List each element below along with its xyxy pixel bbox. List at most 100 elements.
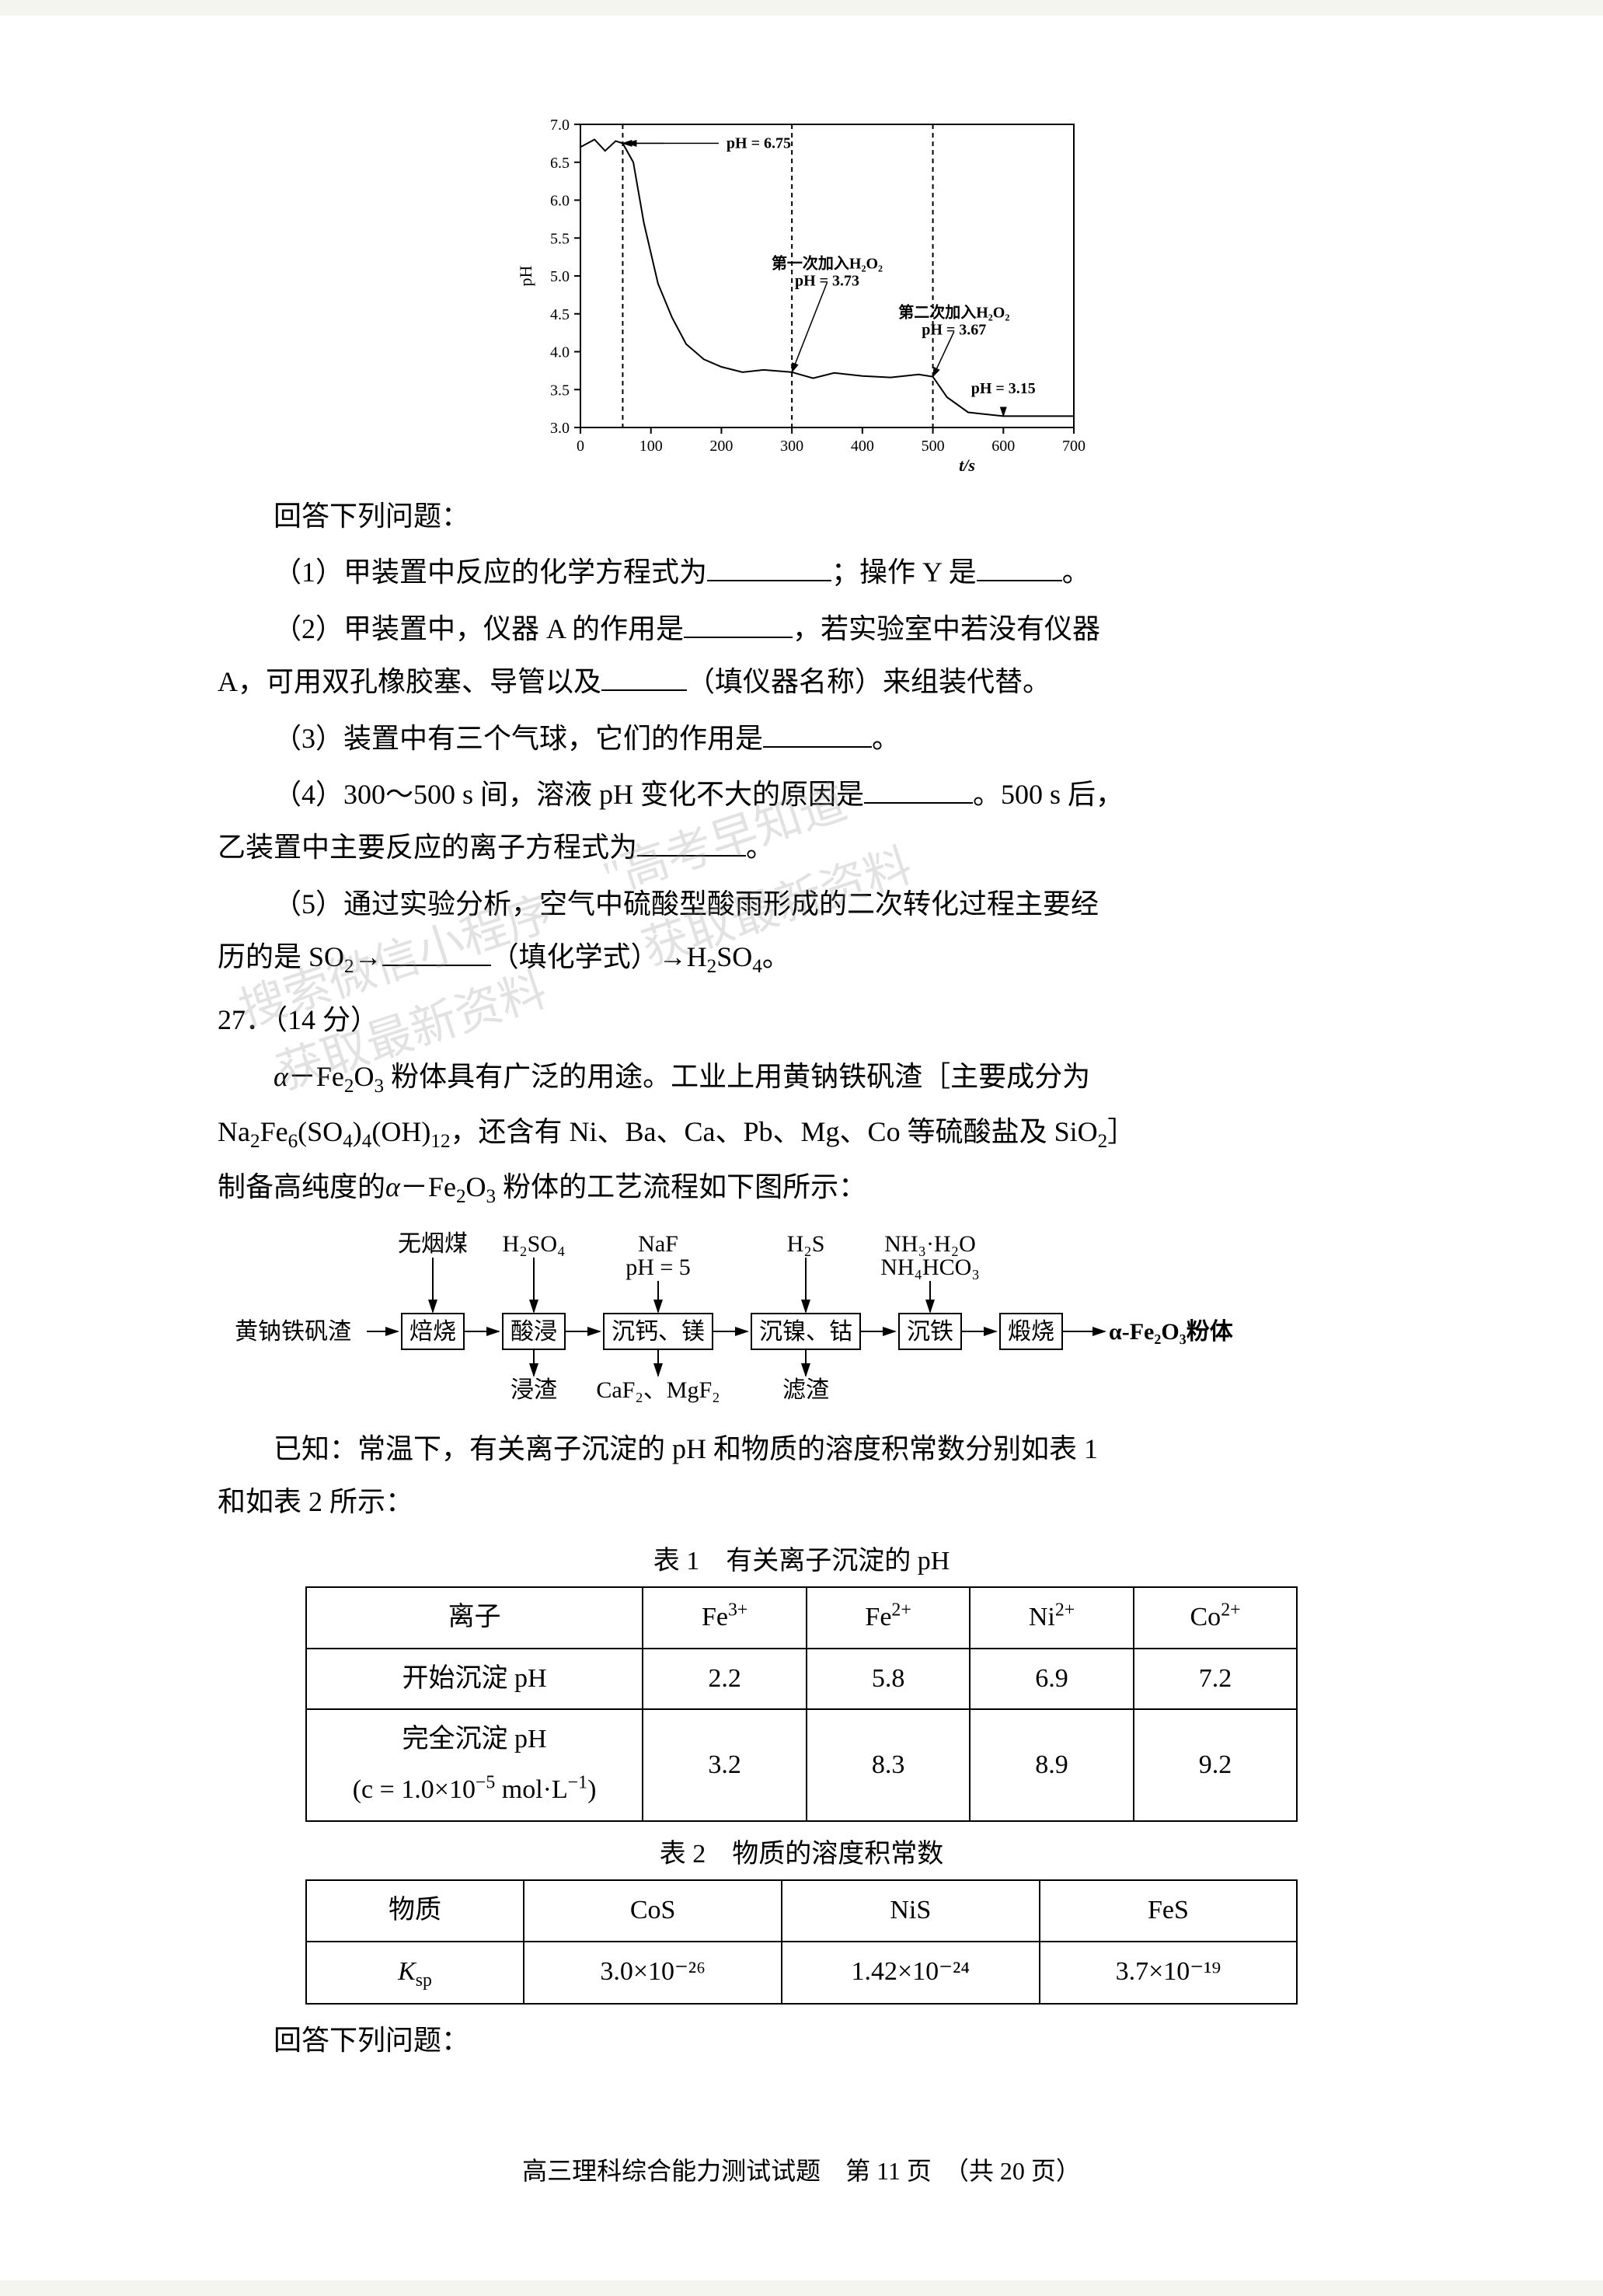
table-cell: 1.42×10⁻²⁴ — [782, 1942, 1040, 2004]
svg-text:7.0: 7.0 — [550, 117, 570, 134]
svg-text:沉镍、钴: 沉镍、钴 — [759, 1319, 852, 1345]
svg-text:3.0: 3.0 — [550, 420, 570, 437]
question-5-line2: 历的是 SO2→（填化学式）→H2SO4。 — [218, 930, 1385, 986]
table1-caption: 表 1 有关离子沉淀的 pH — [218, 1537, 1385, 1587]
svg-text:NH₄HCO₃: NH₄HCO₃ — [880, 1254, 980, 1280]
svg-text:pH = 3.15: pH = 3.15 — [971, 380, 1035, 397]
q27-para1-l1: α－Fe2O3 粉体具有广泛的用途。工业上用黄钠铁矾渣［主要成分为 — [218, 1050, 1385, 1105]
svg-text:600: 600 — [991, 438, 1015, 455]
svg-text:pH = 3.67: pH = 3.67 — [922, 322, 986, 339]
blank — [601, 663, 687, 691]
table-header: CoS — [524, 1880, 782, 1942]
table-cell: 3.0×10⁻²⁶ — [524, 1942, 782, 2004]
question-5-line1: （5）通过实验分析，空气中硫酸型酸雨形成的二次转化过程主要经 — [218, 878, 1385, 930]
table-row: Ksp3.0×10⁻²⁶1.42×10⁻²⁴3.7×10⁻¹⁹ — [306, 1942, 1298, 2004]
table-row: 完全沉淀 pH(c = 1.0×10−5 mol·L−1)3.28.38.99.… — [306, 1709, 1298, 1820]
blank — [707, 553, 831, 581]
svg-text:酸浸: 酸浸 — [511, 1319, 557, 1345]
svg-text:6.0: 6.0 — [550, 193, 570, 210]
blank — [864, 776, 973, 804]
table-header: NiS — [782, 1880, 1040, 1942]
svg-text:焙烧: 焙烧 — [409, 1319, 456, 1345]
q27-known-l1: 已知：常温下，有关离子沉淀的 pH 和物质的溶度积常数分别如表 1 — [218, 1422, 1385, 1475]
table2-wrap: 物质CoSNiSFeSKsp3.0×10⁻²⁶1.42×10⁻²⁴3.7×10⁻… — [305, 1879, 1298, 2005]
table-cell: Ksp — [306, 1942, 524, 2004]
table-header: Fe3+ — [643, 1587, 806, 1649]
svg-text:5.5: 5.5 — [550, 230, 570, 247]
exam-page: "高考早知道" 获取最新资料 搜索微信小程序 获取最新资料 3.03.54.04… — [0, 16, 1603, 2280]
svg-text:沉钙、镁: 沉钙、镁 — [612, 1319, 705, 1345]
page-footer: 高三理科综合能力测试试题 第 11 页 （共 20 页） — [0, 2148, 1603, 2195]
table-cell: 开始沉淀 pH — [306, 1649, 643, 1710]
svg-text:700: 700 — [1062, 438, 1086, 455]
ksp-table: 物质CoSNiSFeSKsp3.0×10⁻²⁶1.42×10⁻²⁴3.7×10⁻… — [305, 1879, 1298, 2005]
svg-text:3.5: 3.5 — [550, 382, 570, 399]
blank — [977, 553, 1062, 581]
question-4-line1: （4）300～500 s 间，溶液 pH 变化不大的原因是。500 s 后， — [218, 768, 1385, 821]
questions-intro: 回答下列问题： — [218, 490, 1385, 543]
process-flowchart: 黄钠铁矾渣焙烧无烟煤酸浸H₂SO₄浸渣沉钙、镁NaFpH = 5CaF₂、MgF… — [219, 1228, 1385, 1415]
flowchart-container: 黄钠铁矾渣焙烧无烟煤酸浸H₂SO₄浸渣沉钙、镁NaFpH = 5CaF₂、MgF… — [218, 1228, 1385, 1415]
table-cell: 完全沉淀 pH(c = 1.0×10−5 mol·L−1) — [306, 1709, 643, 1820]
question-4-line2: 乙装置中主要反应的离子方程式为。 — [218, 821, 1385, 874]
table-header: Fe2+ — [807, 1587, 970, 1649]
blank — [684, 610, 793, 638]
question-1: （1）甲装置中反应的化学方程式为；操作 Y 是。 — [218, 546, 1385, 598]
svg-text:5.0: 5.0 — [550, 268, 570, 285]
svg-text:沉铁: 沉铁 — [907, 1319, 953, 1345]
svg-text:4.0: 4.0 — [550, 344, 570, 361]
svg-text:pH: pH — [516, 265, 535, 286]
ph-time-chart: 3.0 3.5 4.0 4.5 5.0 5.5 6.0 6.5 7.0 0 100 200 300 400… — [507, 109, 1097, 482]
table-cell: 8.3 — [807, 1709, 970, 1820]
svg-text:H₂SO₄: H₂SO₄ — [502, 1231, 565, 1257]
q27-known-l2: 和如表 2 所示： — [218, 1475, 1385, 1528]
q27-answer-intro: 回答下列问题： — [218, 2014, 1385, 2067]
svg-text:H₂S: H₂S — [786, 1231, 824, 1257]
table-cell: 9.2 — [1134, 1709, 1298, 1820]
table-header: FeS — [1040, 1880, 1298, 1942]
svg-text:4.5: 4.5 — [550, 306, 570, 323]
table-cell: 3.7×10⁻¹⁹ — [1040, 1942, 1298, 2004]
table-cell: 2.2 — [643, 1649, 806, 1710]
question-27-title: 27．（14 分） — [218, 993, 1385, 1046]
q27-para1-l3: 制备高纯度的α－Fe2O3 粉体的工艺流程如下图所示： — [218, 1160, 1385, 1216]
svg-text:NH₃·H₂O: NH₃·H₂O — [884, 1231, 976, 1257]
table1-wrap: 离子Fe3+Fe2+Ni2+Co2+开始沉淀 pH2.25.86.97.2完全沉… — [305, 1586, 1298, 1821]
ion-ph-table: 离子Fe3+Fe2+Ni2+Co2+开始沉淀 pH2.25.86.97.2完全沉… — [305, 1586, 1298, 1821]
svg-text:300: 300 — [780, 438, 803, 455]
svg-text:煅烧: 煅烧 — [1008, 1319, 1054, 1345]
q27-para1-l2: Na2Fe6(SO4)4(OH)12，还含有 Ni、Ba、Ca、Pb、Mg、Co… — [218, 1105, 1385, 1160]
table-cell: 6.9 — [970, 1649, 1133, 1710]
svg-text:α-Fe₂O₃粉体: α-Fe₂O₃粉体 — [1109, 1319, 1234, 1345]
svg-text:0: 0 — [577, 438, 584, 455]
table-header: Ni2+ — [970, 1587, 1133, 1649]
svg-text:pH = 6.75: pH = 6.75 — [726, 134, 790, 152]
blank — [637, 829, 746, 857]
svg-text:400: 400 — [850, 438, 873, 455]
table-header: Co2+ — [1134, 1587, 1298, 1649]
table-cell: 8.9 — [970, 1709, 1133, 1820]
svg-text:第二次加入H₂O₂: 第二次加入H₂O₂ — [898, 303, 1009, 322]
table2-caption: 表 2 物质的溶度积常数 — [218, 1830, 1385, 1880]
svg-text:浸渣: 浸渣 — [511, 1377, 557, 1403]
question-2-line2: A，可用双孔橡胶塞、导管以及（填仪器名称）来组装代替。 — [218, 655, 1385, 708]
svg-text:pH = 5: pH = 5 — [626, 1254, 691, 1280]
svg-text:无烟煤: 无烟煤 — [398, 1231, 468, 1257]
svg-text:第一次加入H₂O₂: 第一次加入H₂O₂ — [771, 253, 882, 272]
svg-text:6.5: 6.5 — [550, 155, 570, 172]
svg-text:100: 100 — [639, 438, 662, 455]
table-cell: 5.8 — [807, 1649, 970, 1710]
blank — [382, 938, 491, 966]
question-3: （3）装置中有三个气球，它们的作用是。 — [218, 712, 1385, 765]
table-cell: 7.2 — [1134, 1649, 1298, 1710]
svg-text:500: 500 — [921, 438, 944, 455]
table-header: 离子 — [306, 1587, 643, 1649]
svg-text:滤渣: 滤渣 — [782, 1377, 829, 1403]
blank — [763, 720, 872, 748]
ph-chart-container: 3.0 3.5 4.0 4.5 5.0 5.5 6.0 6.5 7.0 0 100 200 300 400… — [218, 109, 1385, 482]
svg-text:pH = 3.73: pH = 3.73 — [794, 272, 859, 289]
table-cell: 3.2 — [643, 1709, 806, 1820]
table-header: 物质 — [306, 1880, 524, 1942]
svg-text:200: 200 — [709, 438, 733, 455]
svg-text:t/s: t/s — [959, 455, 975, 475]
